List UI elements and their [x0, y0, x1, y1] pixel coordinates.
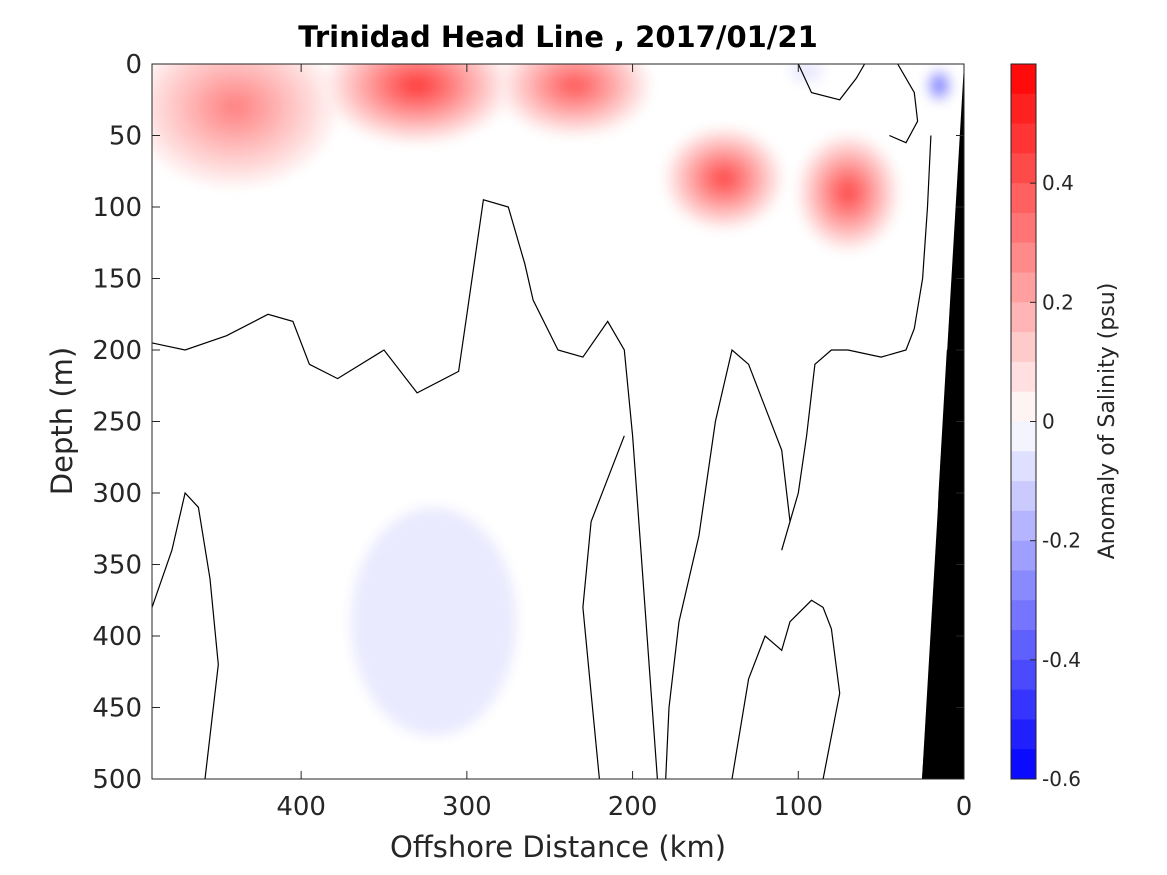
colorbar-band-19 [1011, 630, 1036, 661]
colorbar-band-5 [1011, 212, 1036, 244]
colorbar-band-11 [1011, 391, 1036, 422]
anomaly-blob-1-level-8 [565, 79, 584, 92]
colorbar-band-13 [1011, 451, 1036, 482]
colorbar-band-6 [1011, 242, 1036, 274]
colorbar-band-14 [1011, 481, 1036, 512]
colorbar: 0.4 0.2 0 -0.2 -0.4 -0.6 [1010, 63, 1081, 791]
colorbar-band-10 [1011, 361, 1036, 393]
colorbar-tick-label-2: 0 [1042, 410, 1055, 434]
plot-area [151, 63, 965, 780]
y-tick-label-7: 350 [92, 551, 142, 581]
y-tick-label-0: 0 [125, 50, 142, 80]
zero-contour-line-0 [152, 199, 658, 779]
colorbar-band-16 [1011, 540, 1036, 571]
colorbar-band-18 [1011, 600, 1036, 631]
anomaly-blob-7-level-1 [790, 64, 824, 83]
anomaly-field [152, 64, 953, 737]
colorbar-band-21 [1011, 689, 1036, 720]
zero-contour-line-6 [797, 64, 866, 101]
colorbar-band-15 [1011, 510, 1036, 542]
colorbar-tick-label-0: 0.4 [1042, 171, 1074, 195]
anomaly-blob-0-level-9 [407, 79, 428, 92]
zero-contour-line-1 [582, 435, 625, 779]
y-tick-label-1: 50 [109, 122, 142, 152]
colorbar-ticks: 0.4 0.2 0 -0.2 -0.4 -0.6 [1030, 171, 1081, 791]
colorbar-band-7 [1011, 272, 1036, 303]
x-tick-labels: 400 300 200 100 0 [276, 792, 972, 822]
colorbar-band-23 [1011, 749, 1036, 780]
y-tick-label-5: 250 [92, 408, 142, 438]
y-tick-label-10: 500 [92, 765, 142, 795]
y-tick-label-3: 150 [92, 265, 142, 295]
colorbar-band-1 [1011, 93, 1036, 125]
y-tick-labels: 0 50 100 150 200 250 300 350 400 450 500 [92, 50, 142, 795]
colorbar-tick-label-4: -0.4 [1042, 648, 1081, 672]
x-tick-label-2: 200 [608, 792, 658, 822]
colorbar-tick-label-3: -0.2 [1042, 529, 1081, 553]
y-tick-label-4: 200 [92, 336, 142, 366]
anomaly-blob-5-level-1 [450, 235, 517, 408]
x-axis-label: Offshore Distance (km) [390, 830, 726, 864]
colorbar-bands [1011, 64, 1036, 780]
zero-contour-line-7 [889, 64, 919, 144]
y-axis-label: Depth (m) [45, 347, 79, 495]
x-tick-label-4: 0 [956, 792, 973, 822]
y-tick-label-2: 100 [92, 193, 142, 223]
y-tick-marks [152, 63, 964, 780]
colorbar-band-8 [1011, 302, 1036, 333]
chart-title: Trinidad Head Line , 2017/01/21 [298, 20, 818, 54]
anomaly-blob-4-level-6 [218, 93, 252, 121]
y-tick-label-9: 450 [92, 694, 142, 724]
anomaly-blob-8-level-8 [937, 83, 941, 88]
colorbar-tick-label-5: -0.6 [1042, 767, 1081, 791]
x-tick-label-0: 400 [276, 792, 326, 822]
colorbar-band-12 [1011, 421, 1036, 452]
anomaly-blobs [152, 64, 953, 737]
anomaly-blob-2-level-8 [716, 172, 731, 185]
colorbar-band-2 [1011, 123, 1036, 154]
y-tick-label-8: 400 [92, 622, 142, 652]
colorbar-band-3 [1011, 153, 1036, 184]
anomaly-blob-6-level-1 [350, 507, 517, 737]
x-tick-label-1: 300 [442, 792, 492, 822]
x-tick-marks [300, 64, 965, 779]
colorbar-band-17 [1011, 570, 1036, 601]
anomaly-blob-3-level-8 [841, 185, 855, 200]
zero-contour-line-4 [152, 491, 219, 779]
colorbar-band-20 [1011, 659, 1036, 691]
zero-contour-line-2 [665, 135, 932, 779]
colorbar-band-0 [1011, 64, 1036, 95]
colorbar-band-22 [1011, 719, 1036, 750]
colorbar-tick-label-1: 0.2 [1042, 290, 1074, 314]
zero-contour-line-3 [731, 599, 841, 779]
colorbar-label: Anomaly of Salinity (psu) [1095, 283, 1120, 560]
bathymetry-shelf [922, 64, 964, 779]
colorbar-band-4 [1011, 183, 1036, 214]
x-tick-label-3: 100 [773, 792, 823, 822]
y-tick-label-6: 300 [92, 479, 142, 509]
colorbar-band-9 [1011, 332, 1036, 363]
